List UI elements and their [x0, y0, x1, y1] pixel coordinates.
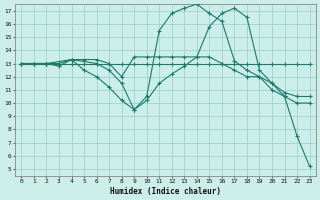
X-axis label: Humidex (Indice chaleur): Humidex (Indice chaleur): [110, 187, 221, 196]
